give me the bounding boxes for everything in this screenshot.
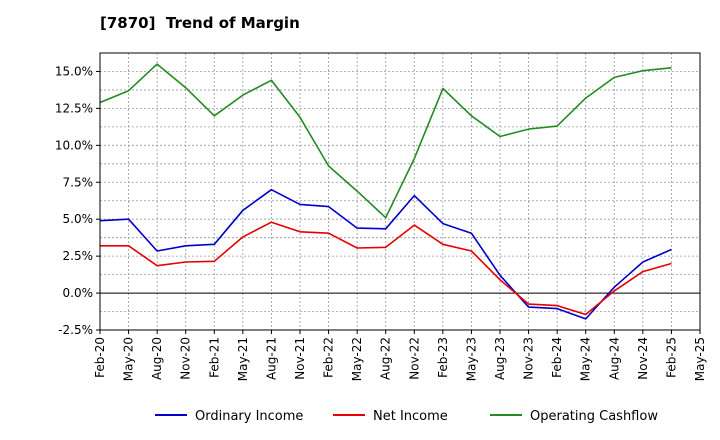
y-tick-label: 5.0% — [63, 212, 94, 226]
x-tick-label: Feb-20 — [93, 337, 107, 378]
legend-label: Operating Cashflow — [530, 409, 658, 424]
x-tick-label: Nov-24 — [636, 337, 650, 380]
x-tick-label: Aug-23 — [493, 337, 507, 380]
y-tick-label: 2.5% — [63, 249, 94, 263]
x-tick-label: Aug-20 — [150, 337, 164, 380]
x-tick-label: Aug-21 — [264, 337, 278, 380]
x-axis: Feb-20 May-20 Aug-20 Nov-20 Feb-21 May-21 Aug-… — [93, 330, 707, 381]
plot-frame — [99, 52, 701, 331]
x-tick-label: May-23 — [464, 337, 478, 381]
x-tick-label: Nov-20 — [179, 337, 193, 380]
y-axis: -2.5% 0.0% 2.5% 5.0% 7.5% 10.0% 12.5% 15.0% — [55, 64, 100, 337]
legend-label: Net Income — [373, 409, 448, 424]
x-tick-label: Aug-22 — [379, 337, 393, 380]
y-tick-label: 7.5% — [63, 175, 94, 189]
series-line-ordinary-income — [99, 188, 672, 320]
legend-label: Ordinary Income — [195, 409, 303, 424]
y-tick-label: 15.0% — [55, 64, 93, 78]
chart-title: [7870] Trend of Margin — [100, 14, 300, 32]
x-tick-label: Feb-23 — [436, 337, 450, 378]
series-line-operating-cashflow — [99, 63, 672, 219]
y-tick-label: 12.5% — [55, 101, 93, 115]
x-tick-label: May-22 — [350, 337, 364, 381]
x-tick-label: Feb-24 — [550, 337, 564, 378]
x-tick-label: Feb-21 — [207, 337, 221, 378]
y-tick-label: 10.0% — [55, 138, 93, 152]
legend: Ordinary Income Net Income Operating Cashf… — [155, 409, 658, 424]
x-tick-label: May-25 — [693, 337, 707, 381]
y-tick-label: -2.5% — [58, 323, 93, 337]
series-line-net-income — [100, 221, 672, 316]
x-tick-label: May-21 — [236, 337, 250, 381]
series-layer — [99, 63, 700, 320]
x-tick-label: Feb-22 — [322, 337, 336, 378]
x-tick-label: May-24 — [579, 337, 593, 381]
x-tick-label: Aug-24 — [607, 337, 621, 380]
x-tick-label: Feb-25 — [664, 337, 678, 378]
x-tick-label: Nov-22 — [407, 337, 421, 380]
plot-background — [100, 53, 700, 330]
x-tick-label: May-20 — [122, 337, 136, 381]
x-tick-label: Nov-21 — [293, 337, 307, 380]
x-tick-label: Nov-23 — [522, 337, 536, 380]
y-tick-label: 0.0% — [63, 286, 94, 300]
